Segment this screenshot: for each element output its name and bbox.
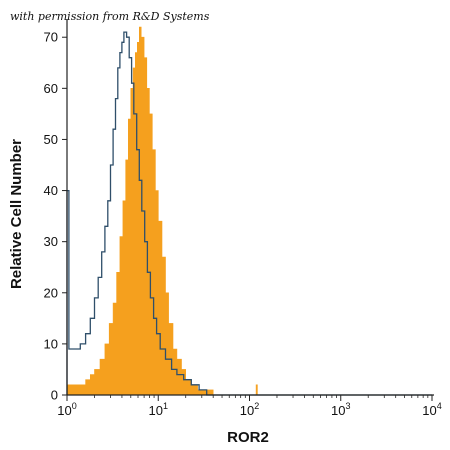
axes: 0 10 20 30 40 50 60 70 100 101 102 103 104 bbox=[44, 19, 442, 418]
y-tick-label: 60 bbox=[44, 81, 58, 96]
y-tick-label: 0 bbox=[51, 388, 58, 403]
y-axis-title: Relative Cell Number bbox=[8, 139, 25, 289]
x-tick-label: 104 bbox=[422, 401, 441, 418]
credit-text: with permission from R&D Systems bbox=[10, 10, 210, 23]
y-tick-label: 70 bbox=[44, 30, 58, 45]
y-tick-label: 50 bbox=[44, 132, 58, 147]
y-tick-label: 10 bbox=[44, 336, 58, 351]
y-tick-label: 40 bbox=[44, 183, 58, 198]
x-tick-label: 102 bbox=[240, 401, 259, 418]
plot-area bbox=[66, 26, 432, 396]
outline-histogram-series bbox=[66, 31, 432, 396]
y-tick-label: 20 bbox=[44, 285, 58, 300]
y-tick-label: 30 bbox=[44, 234, 58, 249]
x-tick-label: 103 bbox=[331, 401, 350, 418]
x-tick-label: 101 bbox=[149, 401, 168, 418]
x-tick-label: 100 bbox=[57, 401, 76, 418]
x-axis-title: ROR2 bbox=[227, 429, 269, 446]
filled-histogram-series bbox=[66, 26, 432, 396]
